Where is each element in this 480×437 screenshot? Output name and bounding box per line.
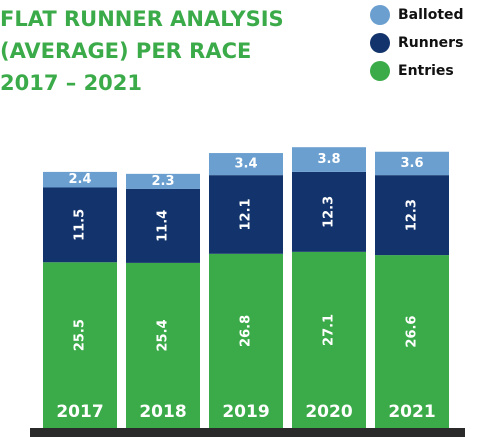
- legend-swatch: [370, 5, 390, 25]
- chart-title: 2017 – 2021: [0, 71, 142, 95]
- value-label: 27.1: [322, 314, 337, 346]
- bar-segment: [375, 255, 449, 428]
- value-label: 3.8: [317, 152, 340, 167]
- x-tick-label: 2019: [222, 402, 269, 422]
- legend-label: Runners: [398, 35, 463, 51]
- legend-label: Balloted: [398, 7, 464, 23]
- legend-swatch: [370, 33, 390, 53]
- value-label: 2.3: [151, 174, 174, 189]
- base-strip: [30, 428, 465, 437]
- bar-segment: [292, 147, 366, 172]
- value-label: 11.4: [156, 210, 171, 242]
- value-label: 26.6: [405, 316, 420, 348]
- value-label: 2.4: [68, 172, 91, 187]
- value-label: 25.4: [156, 319, 171, 351]
- value-label: 12.3: [405, 199, 420, 231]
- value-label: 3.4: [234, 157, 257, 172]
- bar-segment: [43, 171, 117, 188]
- bar-segment: [375, 175, 449, 256]
- x-tick-label: 2021: [388, 402, 435, 422]
- bar-segment: [126, 262, 200, 428]
- value-label: 26.8: [239, 315, 254, 347]
- bar-segment: [209, 153, 283, 176]
- value-label: 25.5: [73, 319, 88, 351]
- legend-label: Entries: [398, 63, 454, 79]
- bar-segment: [209, 175, 283, 254]
- bar-segment: [43, 262, 117, 428]
- value-label: 12.3: [322, 196, 337, 228]
- bar-segment: [126, 188, 200, 263]
- legend-swatch: [370, 61, 390, 81]
- bar-segment: [292, 251, 366, 428]
- value-label: 3.6: [400, 156, 423, 171]
- bar-segment: [126, 173, 200, 189]
- bar-segment: [375, 151, 449, 176]
- chart-title: FLAT RUNNER ANALYSIS: [0, 7, 284, 31]
- chart-title: (AVERAGE) PER RACE: [0, 39, 251, 63]
- x-tick-label: 2020: [305, 402, 352, 422]
- bar-segment: [292, 171, 366, 252]
- x-tick-label: 2018: [139, 402, 186, 422]
- bar-segment: [209, 253, 283, 428]
- bar-segment: [43, 187, 117, 263]
- x-tick-label: 2017: [56, 402, 103, 422]
- value-label: 12.1: [239, 198, 254, 230]
- value-label: 11.5: [73, 209, 88, 241]
